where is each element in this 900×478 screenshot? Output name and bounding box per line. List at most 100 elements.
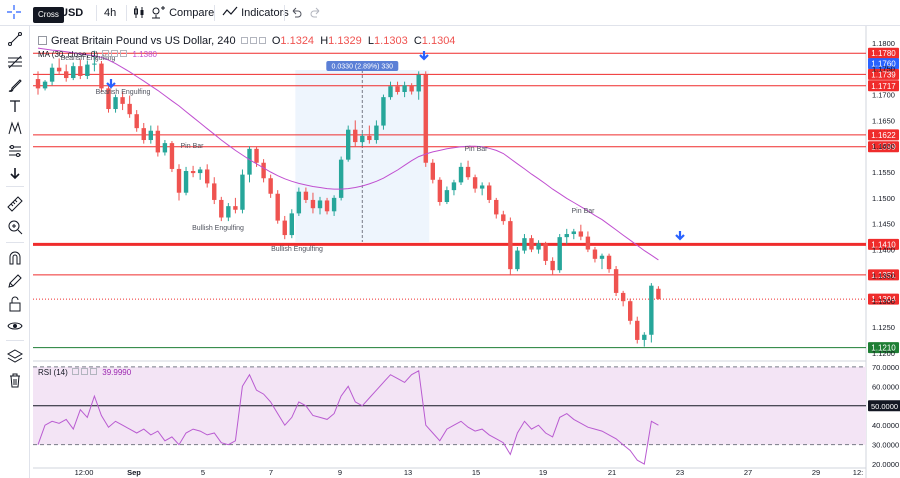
candle-body: [416, 74, 421, 92]
candle-body: [613, 269, 619, 293]
candle-body: [42, 81, 48, 89]
trend-line-icon[interactable]: [7, 31, 23, 47]
candle-body: [317, 200, 323, 209]
candle-body: [303, 191, 309, 200]
down-arrow-marker: [106, 79, 116, 89]
level-label: 1.1351: [871, 271, 896, 280]
ma-label: MA (30, close, 0): [38, 50, 99, 59]
candle-body: [35, 79, 41, 89]
level-label: 1.1760: [871, 60, 896, 69]
pattern-annotation: Pin Bar: [572, 208, 596, 215]
level-label: 1.1304: [871, 295, 896, 304]
zoom-in-icon[interactable]: [7, 219, 23, 235]
pattern-icon[interactable]: [7, 120, 23, 136]
candle-body: [113, 97, 118, 110]
candle-body: [64, 71, 69, 79]
magnet-icon[interactable]: [7, 250, 23, 266]
collapse-legend-icon[interactable]: [38, 36, 47, 45]
indicators-button[interactable]: Indicators: [222, 0, 289, 26]
candle-body: [444, 190, 450, 203]
candle-body: [402, 85, 407, 92]
layers-icon[interactable]: [7, 348, 23, 364]
candle-body: [85, 64, 90, 76]
indicators-label: Indicators: [241, 7, 289, 19]
legend-visibility-icon[interactable]: [249, 37, 257, 44]
candle-body: [451, 182, 457, 191]
candle-body: [592, 249, 598, 259]
measure-label-bg: [326, 61, 399, 71]
level-label-bg: [868, 47, 899, 59]
rsi-tick-label: 60.0000: [872, 382, 899, 391]
crosshair-tool-button[interactable]: [6, 0, 22, 26]
price-tick-label: 1.1250: [872, 323, 895, 332]
symbol-legend: Great Britain Pound vs US Dollar, 240 O1…: [38, 35, 455, 47]
toolbar-divider: [6, 340, 24, 341]
trash-icon[interactable]: [7, 372, 23, 388]
pattern-annotation: Pin Bar: [465, 146, 489, 153]
candle-body: [487, 185, 492, 200]
time-tick-label: 15: [472, 468, 480, 477]
candle-body: [169, 143, 175, 169]
candle-body: [120, 97, 125, 104]
candle-body: [578, 231, 584, 237]
price-tick-label: 1.1600: [872, 142, 895, 151]
ma-settings-icon[interactable]: [102, 50, 110, 57]
price-tick-label: 1.1300: [872, 297, 895, 306]
legend-settings-icon[interactable]: [240, 37, 248, 44]
measure-label: 0.0330 (2.89%) 330: [332, 64, 394, 71]
high-value: 1.1329: [328, 35, 362, 47]
rsi-visibility-icon[interactable]: [81, 368, 89, 375]
compare-icon: [152, 6, 165, 19]
eye-icon[interactable]: [7, 318, 23, 334]
rsi-close-icon[interactable]: [90, 368, 98, 375]
price-tick-label: 1.1200: [872, 349, 895, 358]
symbol-search-button[interactable]: USD: [60, 7, 84, 19]
text-icon[interactable]: [7, 98, 23, 114]
toolbar-divider: [6, 186, 24, 187]
candle-body: [409, 85, 414, 92]
fib-icon[interactable]: [7, 54, 23, 70]
level-label-bg: [868, 141, 899, 153]
ma-legend: MA (30, close, 0) 1.1380: [38, 50, 157, 59]
ma-visibility-icon[interactable]: [111, 50, 119, 57]
legend-close-icon[interactable]: [258, 37, 266, 44]
candle-body: [56, 67, 62, 72]
candle-body: [620, 292, 626, 302]
level-label-bg: [868, 80, 899, 92]
candle-body: [162, 143, 168, 153]
toolbar-divider: [6, 242, 24, 243]
candle-body: [571, 231, 576, 235]
level-label: 1.1410: [871, 240, 896, 249]
compare-button[interactable]: Compare: [150, 0, 214, 26]
ruler-icon[interactable]: [7, 196, 23, 212]
candle-body: [599, 255, 605, 259]
arrow-down-icon[interactable]: [7, 165, 23, 181]
level-label-bg: [868, 293, 899, 305]
price-tick-label: 1.1350: [872, 271, 895, 280]
projection-icon[interactable]: [7, 143, 23, 159]
candle-body: [141, 128, 146, 141]
pattern-annotation: Bearish Engulfing: [61, 55, 116, 62]
undo-button[interactable]: [290, 0, 302, 26]
candle-body: [656, 288, 661, 300]
candle-body: [106, 88, 111, 110]
ma-close-icon[interactable]: [120, 50, 128, 57]
candle-body: [585, 236, 591, 250]
interval-button[interactable]: 4h: [104, 7, 117, 19]
candle-body: [515, 250, 520, 270]
chart-type-button[interactable]: [132, 0, 146, 26]
candle-body: [536, 243, 541, 250]
brush-icon[interactable]: [7, 77, 23, 93]
rsi-settings-icon[interactable]: [72, 368, 80, 375]
level-label: 1.1717: [871, 82, 896, 91]
redo-button[interactable]: [310, 0, 322, 26]
close-value: 1.1304: [421, 35, 456, 47]
candle-body: [395, 86, 400, 92]
lock-pencil-icon[interactable]: [7, 273, 23, 289]
candle-body: [360, 135, 365, 143]
lock-icon[interactable]: [7, 296, 23, 312]
candle-body: [606, 255, 612, 270]
candle-body: [212, 183, 217, 200]
candle-body: [522, 238, 527, 251]
